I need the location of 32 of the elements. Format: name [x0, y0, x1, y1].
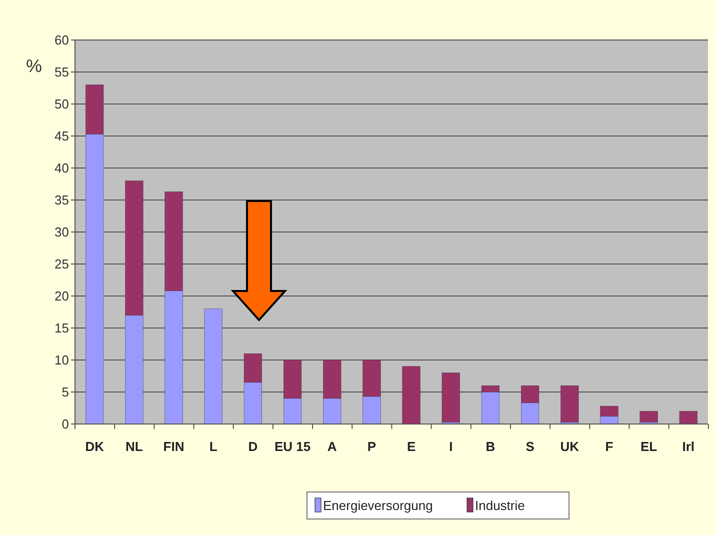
x-tick-label: S	[526, 439, 535, 454]
x-tick-label: L	[209, 439, 218, 454]
y-tick-label: 0	[62, 416, 69, 432]
x-tick-label: E	[406, 439, 416, 454]
x-tick-label: EU 15	[274, 439, 311, 454]
x-tick-label: A	[327, 439, 338, 454]
legend-label: Energieversorgung	[323, 498, 433, 513]
x-tick-label: NL	[126, 439, 143, 454]
x-tick-label: B	[486, 439, 496, 454]
x-tick-label: FIN	[163, 439, 184, 454]
y-tick-label: 45	[54, 128, 69, 144]
y-tick-label: 55	[54, 64, 69, 80]
legend-label: Industrie	[475, 498, 525, 513]
y-tick-label: 15	[54, 320, 69, 336]
y-tick-label: 25	[54, 256, 69, 272]
x-tick-label: Irl	[682, 439, 695, 454]
y-tick-label: 60	[54, 32, 69, 48]
y-tick-label: 40	[54, 160, 69, 176]
y-tick-label: 5	[62, 384, 69, 400]
y-axis-title: %	[26, 56, 42, 76]
x-tick-label: UK	[560, 439, 580, 454]
y-tick-label: 10	[54, 352, 69, 368]
y-tick-label: 50	[54, 96, 69, 112]
x-tick-label: DK	[85, 439, 105, 454]
x-tick-label: EL	[640, 439, 658, 454]
x-tick-label: I	[449, 439, 453, 454]
x-tick-label: D	[248, 439, 258, 454]
y-tick-label: 35	[54, 192, 69, 208]
y-tick-label: 30	[54, 224, 69, 240]
x-tick-label: F	[605, 439, 614, 454]
x-tick-label: P	[367, 439, 376, 454]
y-tick-label: 20	[54, 288, 69, 304]
